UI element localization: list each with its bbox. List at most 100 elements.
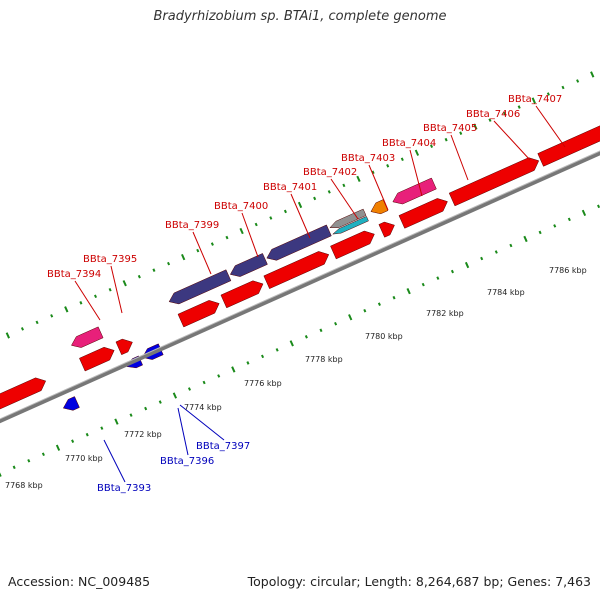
bottom-track-tick xyxy=(450,269,454,274)
scale-label: 7782 kbp xyxy=(426,309,464,318)
scale-label: 7784 kbp xyxy=(487,288,525,297)
top-track-tick xyxy=(386,164,390,168)
blue-gene-block xyxy=(62,396,80,411)
bottom-track-tick xyxy=(553,224,557,228)
gene-features xyxy=(0,125,600,411)
red-gene-block xyxy=(448,157,540,207)
top-track-tick xyxy=(342,183,346,188)
scale-label: 7768 kbp xyxy=(5,481,43,490)
gene-label: BBta_7397 xyxy=(196,441,250,452)
pink-gene-block xyxy=(392,177,437,205)
top-tick-track xyxy=(5,71,595,339)
top-track-tick xyxy=(254,222,258,227)
top-track-tick xyxy=(313,196,317,201)
scale-label: 7772 kbp xyxy=(124,430,162,439)
callout-line xyxy=(74,280,101,321)
top-track-tick xyxy=(576,79,580,83)
gene-label: BBta_7407 xyxy=(508,94,562,105)
bottom-track-tick xyxy=(304,335,308,339)
scale-label: 7786 kbp xyxy=(549,266,587,275)
top-track-tick xyxy=(5,332,10,339)
gene-label: BBta_7404 xyxy=(382,138,436,149)
bottom-track-tick xyxy=(246,361,250,365)
scale-label: 7776 kbp xyxy=(244,379,282,388)
callout-line xyxy=(493,120,531,161)
callout-line xyxy=(368,164,389,211)
top-track-tick xyxy=(167,261,171,266)
callout-line xyxy=(177,407,189,456)
top-track-tick xyxy=(137,274,141,279)
top-track-tick xyxy=(64,306,69,313)
bottom-track-tick xyxy=(494,250,498,254)
top-track-tick xyxy=(561,85,565,90)
top-track-tick xyxy=(269,216,273,220)
bottom-track-tick xyxy=(129,413,133,417)
top-track-tick xyxy=(430,144,434,148)
bottom-track-tick xyxy=(231,366,236,373)
red-gene-block xyxy=(330,230,375,260)
callout-line xyxy=(179,404,225,441)
bottom-track-tick xyxy=(187,387,192,391)
accession-text: Accession: NC_009485 xyxy=(8,574,151,589)
bottom-track-tick xyxy=(172,392,178,399)
bottom-track-tick xyxy=(12,465,16,470)
bottom-track-tick xyxy=(289,340,294,347)
top-track-tick xyxy=(546,92,550,96)
callout-line xyxy=(450,134,469,181)
red-gene-block xyxy=(378,221,395,238)
bottom-track-tick xyxy=(377,302,381,306)
top-track-tick xyxy=(444,137,448,142)
bottom-track-tick xyxy=(464,261,470,269)
purple-gene-block xyxy=(229,253,268,277)
orange-gene-block xyxy=(370,199,389,215)
top-track-tick xyxy=(283,209,287,214)
red-gene-block xyxy=(115,338,133,356)
bottom-track-tick xyxy=(406,288,411,295)
callout-line xyxy=(103,439,126,483)
bottom-track-tick xyxy=(334,321,338,326)
bottom-track-tick xyxy=(114,418,119,425)
genome-summary-text: Topology: circular; Length: 8,264,687 bp… xyxy=(247,574,591,589)
top-track-tick xyxy=(239,227,244,235)
callout-line xyxy=(192,231,212,275)
gene-label: BBta_7394 xyxy=(47,269,101,280)
purple-gene-block xyxy=(168,269,232,305)
gene-label: BBta_7403 xyxy=(341,153,395,164)
red-gene-block xyxy=(220,280,264,309)
gene-label: BBta_7395 xyxy=(83,254,137,265)
top-track-tick xyxy=(196,248,200,253)
callout-line xyxy=(110,265,123,314)
top-track-tick xyxy=(327,190,331,194)
scale-labels: 7768 kbp 7770 kbp 7772 kbp 7774 kbp 7776 kbp… xyxy=(5,266,587,490)
top-track-tick xyxy=(590,71,595,78)
bottom-track-tick xyxy=(202,380,206,385)
gene-label: BBta_7400 xyxy=(214,201,268,212)
top-track-tick xyxy=(517,105,521,109)
gene-label: BBta_7393 xyxy=(97,483,151,494)
top-track-tick xyxy=(93,294,98,299)
teal-gene-block xyxy=(332,216,369,235)
top-track-tick xyxy=(122,280,127,287)
bottom-track-tick xyxy=(480,256,484,261)
top-track-tick xyxy=(297,201,303,209)
bottom-track-tick xyxy=(363,308,367,313)
red-gene-block xyxy=(263,251,330,289)
callout-line xyxy=(535,105,566,148)
purple-gene-block xyxy=(266,224,332,261)
top-track-tick xyxy=(210,242,214,246)
map-title: Bradyrhizobium sp. BTAi1, complete genom… xyxy=(153,9,447,24)
top-track-tick xyxy=(108,287,112,292)
bottom-track-tick xyxy=(538,230,542,235)
callout-line xyxy=(409,149,423,197)
top-track-tick xyxy=(488,118,492,122)
gene-label: BBta_7406 xyxy=(466,109,520,120)
scale-label: 7774 kbp xyxy=(184,403,222,412)
red-gene-block xyxy=(537,125,600,167)
bottom-track-tick xyxy=(261,354,265,359)
bottom-track-tick xyxy=(217,374,221,378)
gene-callouts: BBta_7394 BBta_7395 BBta_7399 BBta_7400 BBta… xyxy=(47,94,566,494)
gene-label: BBta_7405 xyxy=(423,123,477,134)
backbone-line xyxy=(0,150,600,424)
bottom-track-tick xyxy=(319,328,323,333)
top-track-tick xyxy=(181,253,186,261)
